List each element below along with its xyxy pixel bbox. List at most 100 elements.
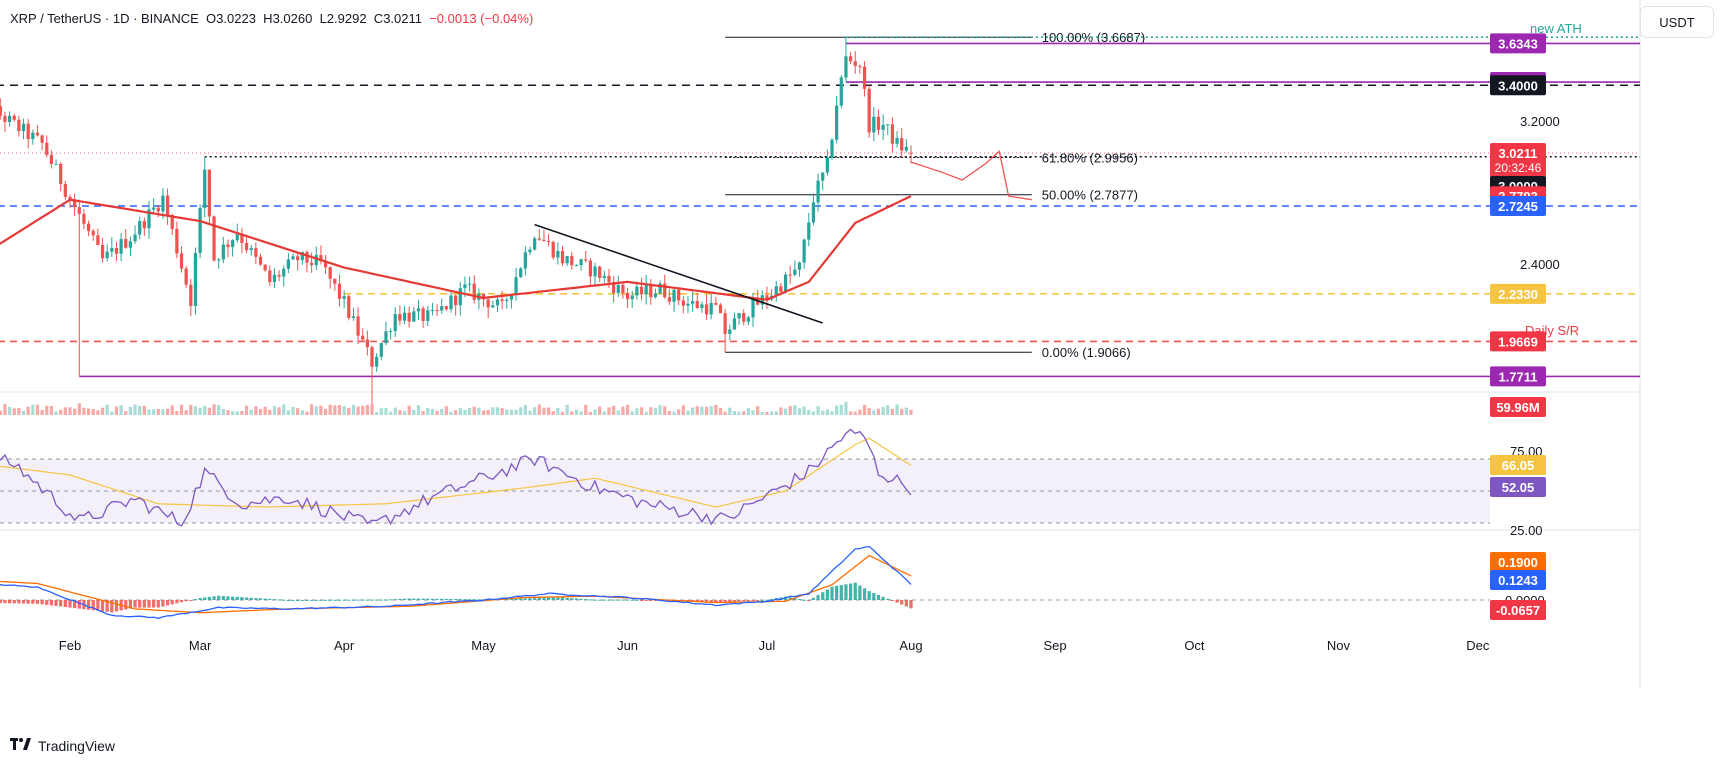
volume-bar [858, 409, 862, 415]
volume-bar [105, 404, 109, 415]
candle-body [407, 312, 411, 322]
volume-bar [625, 404, 630, 415]
candle-body [533, 238, 537, 250]
candle-body [514, 277, 518, 294]
volume-bar [254, 406, 258, 415]
macd-histogram-bar [333, 599, 337, 601]
volume-bar [612, 405, 616, 415]
macd-histogram-bar [161, 600, 165, 607]
candle-body [714, 302, 718, 305]
rsi-tag: 66.05 [1502, 458, 1535, 473]
candle-body [491, 305, 495, 308]
volume-bar [100, 407, 105, 415]
candle-body [690, 301, 695, 304]
macd-histogram-bar [793, 598, 797, 600]
macd-histogram-bar [862, 588, 867, 600]
macd-histogram-bar [193, 599, 198, 601]
volume-bar [644, 411, 648, 415]
time-axis-label: Sep [1043, 638, 1066, 653]
volume-bar [793, 405, 797, 415]
candle-body [602, 275, 606, 278]
macd-histogram-bar [886, 598, 890, 600]
candle-body [886, 124, 890, 126]
macd-histogram-bar [635, 599, 639, 601]
candle-body [811, 202, 816, 223]
volume-tag-bg [1490, 397, 1546, 417]
volume-bar [830, 411, 834, 415]
volume-bar [751, 410, 755, 415]
macd-histogram-bar [416, 598, 421, 600]
price-tag-bg [1490, 331, 1546, 352]
macd-histogram-bar [816, 595, 820, 600]
volume-bar [797, 408, 802, 415]
currency-button[interactable]: USDT [1640, 6, 1714, 38]
volume-bar [226, 410, 230, 415]
macd-histogram-bar [258, 598, 263, 600]
macd-histogram-bar [570, 598, 574, 600]
candle-body [848, 56, 853, 62]
macd-histogram-bar [26, 600, 30, 604]
candle-body [588, 260, 593, 277]
price-tag-bg [1490, 75, 1546, 96]
macd-histogram-bar [621, 599, 625, 601]
volume-bar [895, 404, 899, 415]
macd-histogram-bar [839, 585, 843, 600]
chart-header: XRP / TetherUS · 1D · BINANCE O3.0223 H3… [10, 11, 533, 26]
volume-bar [161, 409, 165, 415]
candle-body [59, 163, 63, 184]
tradingview-mark-icon [10, 737, 32, 755]
candle-body [249, 248, 253, 251]
candle-body [574, 265, 579, 267]
volume-bar [309, 404, 314, 415]
candle-body [862, 66, 867, 89]
volume-bar [677, 409, 681, 415]
candle-body [737, 313, 741, 319]
candle-body [607, 275, 611, 283]
time-axis-label: Feb [59, 638, 81, 653]
macd-tag: 0.1243 [1498, 573, 1538, 588]
volume-bar [737, 411, 741, 415]
macd-histogram-bar [45, 600, 49, 605]
candle-body [881, 124, 885, 130]
candle-body [797, 262, 802, 270]
volume-bar [523, 404, 527, 415]
candle-body [746, 317, 751, 322]
volume-bar [500, 408, 504, 415]
candle-body [230, 240, 235, 248]
candle-body [217, 259, 221, 261]
volume-bar [621, 406, 625, 415]
candle-body [0, 106, 2, 116]
candle-body [170, 215, 174, 229]
tradingview-logo[interactable]: TradingView [10, 737, 115, 755]
volume-bar [765, 411, 769, 415]
candle-body [579, 259, 583, 266]
macd-histogram-bar [788, 597, 792, 600]
candle-body [584, 259, 588, 261]
volume-bar [598, 406, 602, 415]
macd-histogram-bar [184, 600, 188, 602]
volume-bar [82, 407, 86, 415]
rsi-tag: 52.05 [1502, 480, 1535, 495]
macd-tag-bg [1490, 600, 1546, 620]
volume-bar [769, 411, 774, 415]
candle-body [505, 299, 509, 301]
volume-bar [616, 410, 620, 415]
volume-bar [816, 406, 820, 415]
macd-histogram-bar [835, 585, 839, 600]
macd-histogram-bar [133, 600, 137, 608]
macd-histogram-bar [546, 596, 551, 600]
candle-body [333, 278, 337, 284]
price-tag-bg [1490, 33, 1546, 54]
macd-histogram-bar [282, 599, 286, 601]
volume-bar [481, 410, 486, 415]
volume-bar [152, 409, 156, 415]
candle-body [867, 88, 871, 133]
volume-bar [584, 404, 588, 415]
volume-bar [890, 408, 895, 415]
volume-bar [588, 411, 593, 415]
macd-tag: 0.1900 [1498, 555, 1538, 570]
candle-body [853, 61, 857, 66]
volume-bar [402, 411, 407, 415]
volume-bar [365, 404, 369, 415]
